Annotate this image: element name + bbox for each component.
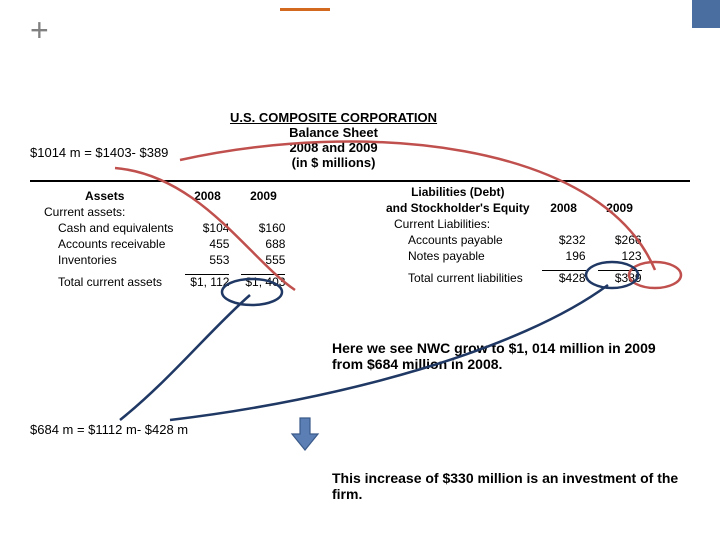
header-years: 2008 and 2009 bbox=[230, 140, 437, 155]
callout-nwc-growth: Here we see NWC grow to $1, 014 million … bbox=[332, 340, 682, 372]
liabilities-table: Liabilities (Debt) and Stockholder's Equ… bbox=[380, 184, 648, 286]
header-units: (in $ millions) bbox=[230, 155, 437, 170]
table-row: Current Liabilities: bbox=[380, 216, 648, 232]
liabilities-total-row: Total current liabilities $428 $389 bbox=[380, 264, 648, 286]
col-2008: 2008 bbox=[179, 188, 235, 204]
table-row: Accounts receivable 455 688 bbox=[30, 236, 291, 252]
assets-title: Assets bbox=[30, 188, 179, 204]
col-2008: 2008 bbox=[536, 200, 592, 216]
liabilities-title2: and Stockholder's Equity bbox=[380, 200, 536, 216]
callout-investment: This increase of $330 million is an inve… bbox=[332, 470, 682, 502]
header-title: Balance Sheet bbox=[230, 125, 437, 140]
arrow-down-icon bbox=[290, 416, 320, 452]
col-2009: 2009 bbox=[592, 200, 648, 216]
table-row: Current assets: bbox=[30, 204, 291, 220]
corner-accent bbox=[692, 0, 720, 28]
liabilities-title1: Liabilities (Debt) bbox=[380, 184, 536, 200]
top-divider bbox=[280, 8, 330, 11]
table-row: Notes payable 196 123 bbox=[380, 248, 648, 264]
col-2009: 2009 bbox=[235, 188, 291, 204]
table-row: Accounts payable $232 $266 bbox=[380, 232, 648, 248]
assets-total-row: Total current assets $1, 112 $1, 403 bbox=[30, 268, 291, 290]
formula-2008: $684 m = $1112 m- $428 m bbox=[30, 422, 188, 437]
header-company: U.S. COMPOSITE CORPORATION bbox=[230, 110, 437, 125]
balance-sheet-header: U.S. COMPOSITE CORPORATION Balance Sheet… bbox=[230, 110, 437, 170]
assets-table: Assets 2008 2009 Current assets: Cash an… bbox=[30, 188, 291, 290]
table-top-rule bbox=[30, 180, 690, 182]
table-row: Cash and equivalents $104 $160 bbox=[30, 220, 291, 236]
table-row: Inventories 553 555 bbox=[30, 252, 291, 268]
formula-2009: $1014 m = $1403- $389 bbox=[30, 145, 168, 160]
plus-icon: + bbox=[30, 12, 49, 49]
